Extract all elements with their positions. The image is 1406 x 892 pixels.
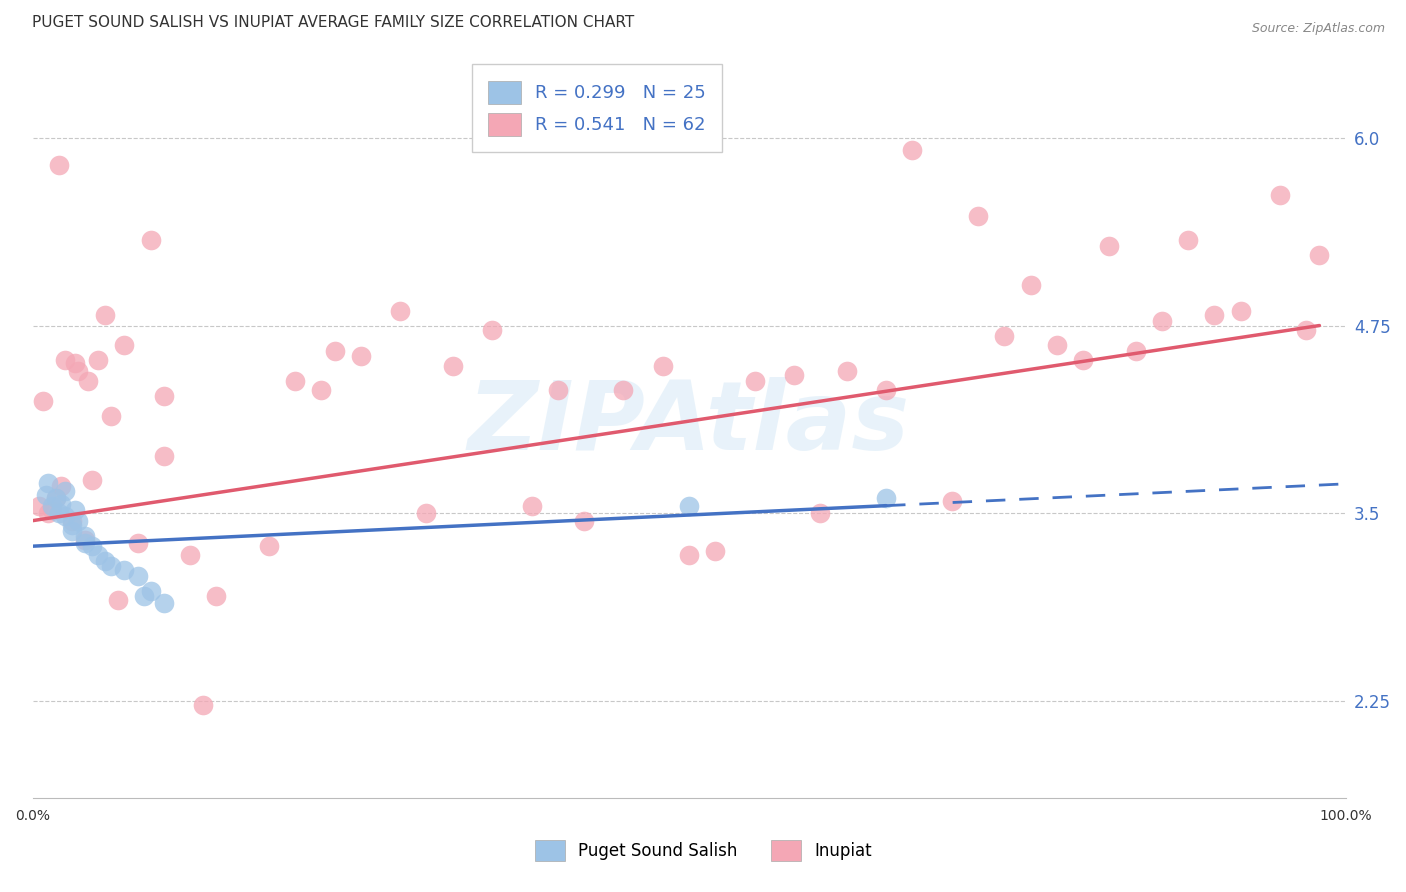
Point — [63, 503, 86, 517]
Point — [967, 209, 990, 223]
Point — [179, 548, 201, 562]
Point — [389, 303, 412, 318]
Point — [53, 509, 76, 524]
Point — [547, 383, 569, 397]
Text: Source: ZipAtlas.com: Source: ZipAtlas.com — [1251, 22, 1385, 36]
Point — [127, 536, 149, 550]
Text: PUGET SOUND SALISH VS INUPIAT AVERAGE FAMILY SIZE CORRELATION CHART: PUGET SOUND SALISH VS INUPIAT AVERAGE FA… — [32, 15, 634, 30]
Point — [60, 524, 83, 538]
Point — [134, 589, 156, 603]
Point — [112, 563, 135, 577]
Point — [993, 329, 1015, 343]
Point — [41, 499, 63, 513]
Point — [93, 308, 115, 322]
Point — [87, 353, 110, 368]
Point — [651, 359, 673, 373]
Point — [1071, 353, 1094, 368]
Point — [520, 499, 543, 513]
Point — [941, 494, 963, 508]
Point — [875, 491, 897, 505]
Point — [45, 491, 67, 505]
Point — [1125, 344, 1147, 359]
Point — [808, 506, 831, 520]
Point — [1204, 308, 1226, 322]
Point — [1268, 188, 1291, 202]
Point — [100, 558, 122, 573]
Point — [1177, 233, 1199, 247]
Text: ZIPAtlas: ZIPAtlas — [468, 376, 910, 469]
Point — [51, 479, 73, 493]
Point — [678, 499, 700, 513]
Point — [112, 338, 135, 352]
Point — [73, 529, 96, 543]
Legend: R = 0.299   N = 25, R = 0.541   N = 62: R = 0.299 N = 25, R = 0.541 N = 62 — [472, 64, 723, 153]
Point — [87, 548, 110, 562]
Point — [1295, 323, 1317, 337]
Point — [60, 514, 83, 528]
Point — [127, 569, 149, 583]
Point — [80, 539, 103, 553]
Point — [67, 514, 90, 528]
Point — [323, 344, 346, 359]
Point — [441, 359, 464, 373]
Point — [32, 393, 55, 408]
Point — [48, 506, 70, 520]
Point — [1019, 278, 1042, 293]
Point — [153, 449, 176, 463]
Point — [744, 374, 766, 388]
Point — [875, 383, 897, 397]
Point — [28, 499, 51, 513]
Point — [34, 488, 56, 502]
Point — [572, 514, 595, 528]
Point — [107, 593, 129, 607]
Point — [1046, 338, 1069, 352]
Point — [60, 518, 83, 533]
Point — [53, 353, 76, 368]
Point — [67, 363, 90, 377]
Point — [612, 383, 634, 397]
Legend: Puget Sound Salish, Inupiat: Puget Sound Salish, Inupiat — [522, 827, 884, 875]
Point — [311, 383, 333, 397]
Point — [73, 533, 96, 548]
Point — [901, 143, 924, 157]
Point — [481, 323, 503, 337]
Point — [1308, 248, 1330, 262]
Point — [37, 476, 59, 491]
Point — [678, 548, 700, 562]
Point — [783, 368, 806, 382]
Point — [48, 158, 70, 172]
Point — [704, 543, 727, 558]
Point — [73, 536, 96, 550]
Point — [80, 473, 103, 487]
Point — [41, 503, 63, 517]
Point — [257, 539, 280, 553]
Point — [350, 349, 373, 363]
Point — [139, 233, 162, 247]
Point — [153, 389, 176, 403]
Point — [415, 506, 437, 520]
Point — [76, 374, 98, 388]
Point — [63, 356, 86, 370]
Point — [284, 374, 307, 388]
Point — [139, 584, 162, 599]
Point — [835, 363, 858, 377]
Point — [205, 589, 228, 603]
Point — [51, 497, 73, 511]
Point — [100, 409, 122, 423]
Point — [37, 506, 59, 520]
Point — [1098, 239, 1121, 253]
Point — [153, 596, 176, 610]
Point — [45, 491, 67, 505]
Point — [193, 698, 215, 713]
Point — [53, 483, 76, 498]
Point — [1229, 303, 1251, 318]
Point — [93, 554, 115, 568]
Point — [1150, 314, 1173, 328]
